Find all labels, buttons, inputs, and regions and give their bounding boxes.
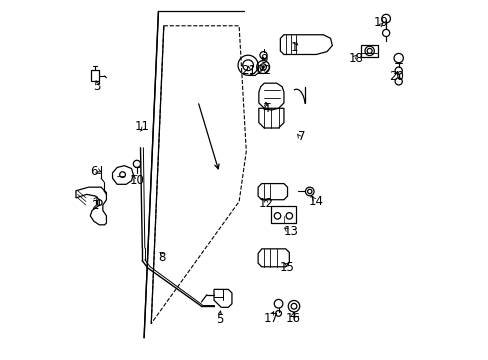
Bar [91, 70, 99, 81]
Circle shape [261, 66, 264, 68]
Text: 5: 5 [215, 313, 223, 327]
Text: 21: 21 [241, 64, 256, 77]
Text: 10: 10 [129, 174, 144, 186]
Text: 3: 3 [93, 80, 100, 93]
Text: 14: 14 [308, 195, 323, 208]
Text: 16: 16 [285, 311, 300, 325]
Text: 1: 1 [290, 41, 298, 54]
Text: 8: 8 [158, 251, 165, 264]
Text: 20: 20 [388, 69, 404, 82]
Text: 6: 6 [90, 165, 98, 177]
Text: 11: 11 [135, 120, 149, 133]
Bar [360, 45, 378, 57]
Text: 12: 12 [258, 197, 273, 210]
Text: 17: 17 [264, 311, 278, 325]
Text: 7: 7 [298, 130, 305, 144]
Text: 22: 22 [255, 64, 270, 77]
Text: 15: 15 [280, 261, 294, 274]
Text: 18: 18 [347, 51, 363, 64]
Text: 4: 4 [262, 102, 269, 115]
Text: 9: 9 [260, 53, 267, 66]
Text: 19: 19 [372, 16, 387, 29]
Text: 13: 13 [283, 225, 298, 238]
Bar [271, 206, 295, 223]
Text: 2: 2 [91, 199, 99, 212]
